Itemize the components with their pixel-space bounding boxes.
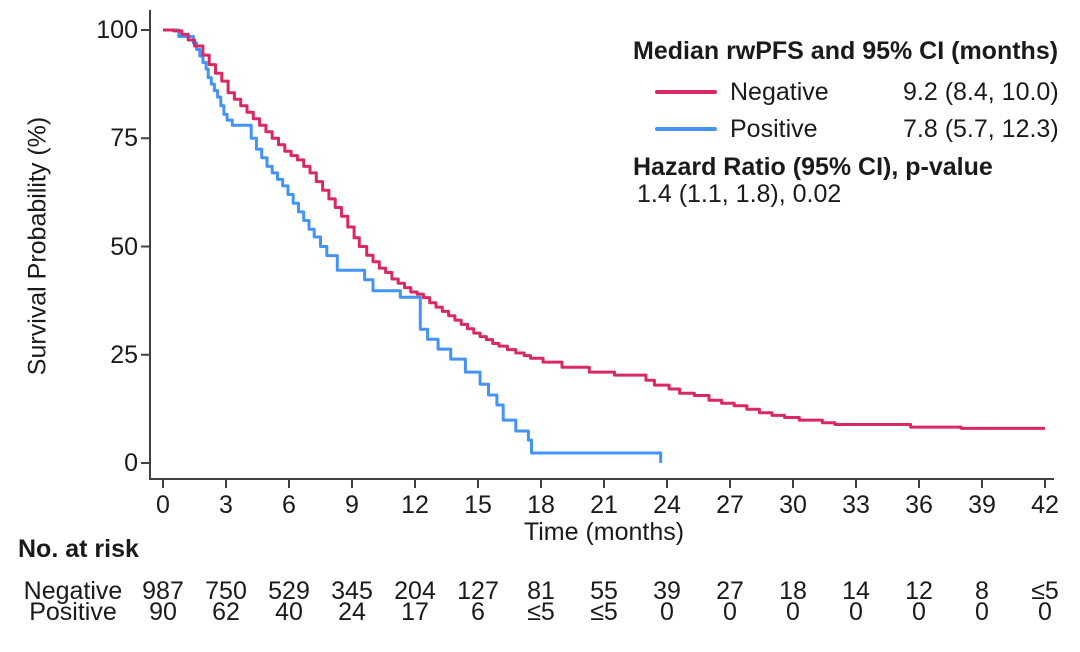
risk-value: ≤5 (590, 598, 618, 626)
risk-value: 14 (842, 577, 870, 605)
hazard-ratio-value: 1.4 (1.1, 1.8), 0.02 (637, 180, 842, 208)
y-tick-label: 75 (110, 124, 138, 153)
x-tick-label: 33 (842, 491, 870, 519)
x-tick-label: 24 (653, 491, 681, 519)
risk-value: 27 (716, 577, 744, 605)
x-tick-label: 12 (401, 491, 429, 519)
x-tick-label: 30 (779, 491, 807, 519)
risk-value: 17 (401, 598, 429, 626)
x-axis-title: Time (months) (523, 518, 685, 546)
negative-median-value: 9.2 (8.4, 10.0) (903, 78, 1059, 106)
hazard-ratio-title: Hazard Ratio (95% CI), p-value (633, 153, 993, 181)
risk-value: 81 (527, 577, 555, 605)
risk-value: 0 (660, 598, 674, 626)
x-tick-label: 3 (219, 491, 233, 519)
risk-value: 39 (653, 577, 681, 605)
x-tick-label: 39 (968, 491, 996, 519)
negative-survival-curve (163, 28, 1045, 430)
risk-value: 0 (849, 598, 863, 626)
risk-row-label: Negative (23, 577, 123, 605)
risk-value: 529 (268, 577, 310, 605)
negative-series-label: Negative (730, 78, 829, 106)
positive-series-label: Positive (730, 115, 818, 143)
x-tick-label: 27 (716, 491, 744, 519)
y-tick-label: 0 (124, 449, 138, 477)
y-tick-label: 100 (96, 16, 138, 44)
positive-survival-curve (163, 28, 663, 463)
risk-value: 6 (471, 598, 485, 626)
risk-value: 40 (275, 598, 303, 626)
risk-value: 0 (1038, 598, 1052, 626)
x-tick-label: 36 (905, 491, 933, 519)
x-tick-label: 18 (527, 491, 555, 519)
risk-value: 127 (457, 577, 499, 605)
risk-value: 204 (394, 577, 436, 605)
x-tick-label: 21 (590, 491, 618, 519)
y-tick-label: 25 (110, 340, 138, 369)
x-tick-label: 9 (345, 491, 359, 519)
risk-value: 12 (905, 577, 933, 605)
risk-value: 62 (212, 598, 240, 626)
risk-value: 55 (590, 577, 618, 605)
y-tick-label: 50 (110, 232, 138, 261)
risk-value: 24 (338, 598, 366, 626)
risk-value: 18 (779, 577, 807, 605)
risk-row-label: Positive (29, 598, 117, 626)
risk-value: 8 (975, 577, 989, 605)
x-tick-label: 6 (282, 491, 296, 519)
risk-value: ≤5 (1031, 577, 1059, 605)
x-tick-label: 0 (156, 491, 170, 519)
x-tick-label: 42 (1031, 491, 1059, 519)
risk-value: 0 (723, 598, 737, 626)
risk-value: 987 (142, 577, 184, 605)
risk-value: 90 (149, 598, 177, 626)
positive-line-swatch (655, 127, 717, 131)
positive-median-value: 7.8 (5.7, 12.3) (903, 115, 1059, 143)
negative-line-swatch (655, 90, 717, 94)
x-tick-label: 15 (464, 491, 492, 519)
risk-table-title: No. at risk (18, 535, 139, 563)
risk-value: 750 (205, 577, 247, 605)
risk-value: ≤5 (527, 598, 555, 626)
risk-value: 0 (975, 598, 989, 626)
risk-value: 0 (912, 598, 926, 626)
legend-title: Median rwPFS and 95% CI (months) (633, 37, 1059, 65)
risk-value: 345 (331, 577, 373, 605)
axis-lines (149, 10, 1054, 480)
risk-value: 0 (786, 598, 800, 626)
